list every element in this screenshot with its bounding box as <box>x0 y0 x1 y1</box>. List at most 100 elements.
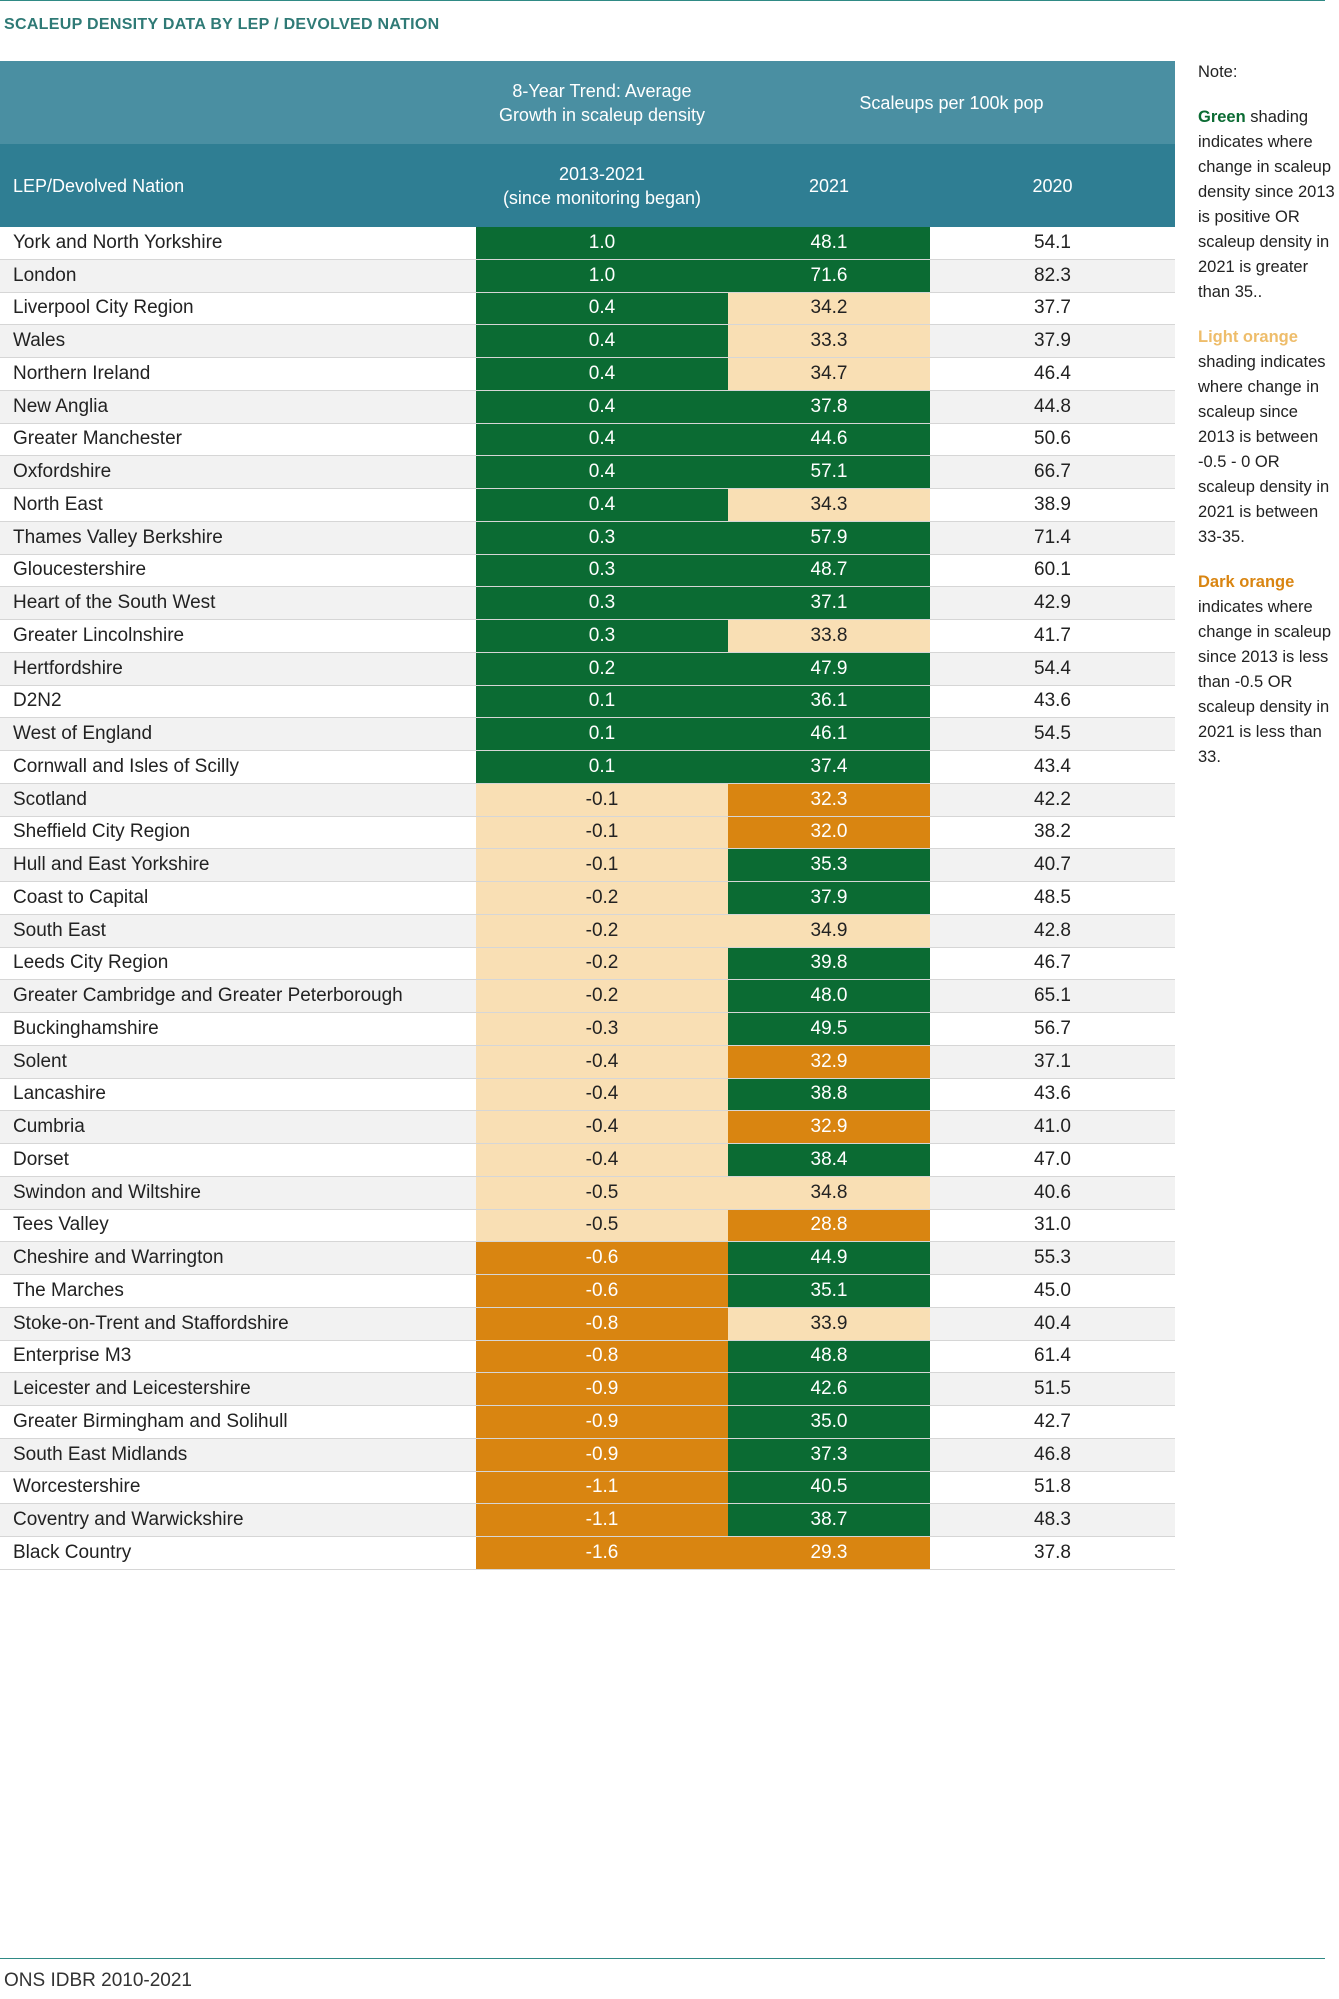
lep-name-cell: Sheffield City Region <box>13 821 191 843</box>
lep-name-cell: The Marches <box>13 1279 124 1301</box>
lep-name-cell: Enterprise M3 <box>13 1345 132 1367</box>
table-row: South East -0.2 34.9 42.8 <box>0 914 1175 948</box>
table-row: Wales 0.4 33.3 37.9 <box>0 325 1175 358</box>
scaleups-2021-cell: 48.1 <box>728 227 930 259</box>
scaleups-2020-cell: 43.6 <box>1034 690 1071 712</box>
scaleups-2020-cell: 46.4 <box>1034 362 1071 384</box>
trend-cell: -0.6 <box>476 1275 728 1307</box>
table-row: Cheshire and Warrington -0.6 44.9 55.3 <box>0 1242 1175 1275</box>
scaleups-2021-cell: 33.9 <box>728 1307 930 1340</box>
note-dark-orange: Dark orange indicates where change in sc… <box>1198 570 1338 770</box>
scaleups-2021-cell: 40.5 <box>728 1471 930 1504</box>
trend-cell: -0.2 <box>476 882 728 914</box>
trend-cell: -0.2 <box>476 947 728 980</box>
table-row: Sheffield City Region -0.1 32.0 38.2 <box>0 816 1175 850</box>
trend-cell: -1.6 <box>476 1537 728 1569</box>
trend-cell: -0.1 <box>476 816 728 849</box>
lep-name-cell: D2N2 <box>13 690 62 712</box>
scaleups-2021-cell: 32.0 <box>728 816 930 849</box>
table-row: Oxfordshire 0.4 57.1 66.7 <box>0 456 1175 489</box>
scaleups-2020-cell: 51.8 <box>1034 1476 1071 1498</box>
header-trend-group: 8-Year Trend: Average Growth in scaleup … <box>498 80 706 125</box>
header-col-2021: 2021 <box>808 175 850 196</box>
scaleups-2020-cell: 42.7 <box>1034 1410 1071 1432</box>
table-row: Greater Cambridge and Greater Peterborou… <box>0 980 1175 1013</box>
scaleups-2021-cell: 47.9 <box>728 652 930 685</box>
scaleups-2021-cell: 34.2 <box>728 292 930 325</box>
scaleups-2021-cell: 34.7 <box>728 358 930 390</box>
table-row: North East 0.4 34.3 38.9 <box>0 489 1175 522</box>
scaleups-2021-cell: 37.4 <box>728 751 930 783</box>
lep-name-cell: Solent <box>13 1050 67 1072</box>
table-row: D2N2 0.1 36.1 43.6 <box>0 685 1175 719</box>
trend-cell: 0.4 <box>476 456 728 488</box>
trend-cell: -0.9 <box>476 1438 728 1471</box>
lep-name-cell: Liverpool City Region <box>13 297 194 319</box>
note-heading: Note: <box>1198 63 1238 81</box>
trend-cell: -0.6 <box>476 1242 728 1274</box>
note-green-text: shading indicates where change in scaleu… <box>1198 108 1335 301</box>
note-light-text: shading indicates where change in scaleu… <box>1198 353 1330 546</box>
scaleups-2020-cell: 60.1 <box>1034 559 1071 581</box>
trend-cell: 0.2 <box>476 652 728 685</box>
table-row: Solent -0.4 32.9 37.1 <box>0 1045 1175 1079</box>
lep-name-cell: York and North Yorkshire <box>13 231 223 253</box>
lep-name-cell: South East Midlands <box>13 1443 188 1465</box>
table-row: Gloucestershire 0.3 48.7 60.1 <box>0 554 1175 588</box>
scaleups-2020-cell: 54.4 <box>1034 657 1071 679</box>
scaleups-2020-cell: 42.2 <box>1034 788 1071 810</box>
lep-name-cell: Tees Valley <box>13 1214 109 1236</box>
scaleups-2021-cell: 35.0 <box>728 1406 930 1438</box>
lep-name-cell: Heart of the South West <box>13 592 216 614</box>
note-dark-text: indicates where change in scaleup since … <box>1198 598 1332 766</box>
table-row: Black Country -1.6 29.3 37.8 <box>0 1537 1175 1570</box>
trend-cell: 0.4 <box>476 423 728 456</box>
scaleups-2021-cell: 71.6 <box>728 259 930 292</box>
trend-cell: -0.4 <box>476 1144 728 1176</box>
lep-name-cell: Stoke-on-Trent and Staffordshire <box>13 1312 289 1334</box>
trend-cell: 0.4 <box>476 325 728 357</box>
trend-cell: -0.2 <box>476 914 728 947</box>
scaleups-2021-cell: 34.8 <box>728 1176 930 1209</box>
table-row: Cumbria -0.4 32.9 41.0 <box>0 1111 1175 1144</box>
lep-name-cell: Coventry and Warwickshire <box>13 1509 244 1531</box>
note-panel: Note: Green shading indicates where chan… <box>1198 60 1338 790</box>
trend-cell: -0.4 <box>476 1045 728 1078</box>
lep-name-cell: Coast to Capital <box>13 886 149 908</box>
table-row: Lancashire -0.4 38.8 43.6 <box>0 1078 1175 1112</box>
trend-cell: 0.4 <box>476 358 728 390</box>
lep-name-cell: Cumbria <box>13 1116 85 1138</box>
lep-name-cell: Swindon and Wiltshire <box>13 1181 201 1203</box>
lep-name-cell: North East <box>13 493 103 515</box>
table-row: South East Midlands -0.9 37.3 46.8 <box>0 1438 1175 1472</box>
scaleups-2021-cell: 36.1 <box>728 685 930 718</box>
scaleups-2020-cell: 54.1 <box>1034 231 1071 253</box>
trend-cell: -0.4 <box>476 1078 728 1111</box>
table-header-row: LEP/Devolved Nation 2013-2021 (since mon… <box>0 144 1175 227</box>
scaleups-2020-cell: 38.2 <box>1034 821 1071 843</box>
lep-name-cell: Buckinghamshire <box>13 1017 159 1039</box>
trend-cell: 0.4 <box>476 390 728 423</box>
scaleups-2021-cell: 57.9 <box>728 521 930 554</box>
scaleups-2020-cell: 41.0 <box>1034 1116 1071 1138</box>
scaleups-2021-cell: 38.8 <box>728 1078 930 1111</box>
lep-name-cell: Leicester and Leicestershire <box>13 1378 251 1400</box>
trend-cell: -0.8 <box>476 1307 728 1340</box>
scaleups-2020-cell: 46.8 <box>1034 1443 1071 1465</box>
lep-name-cell: Black Country <box>13 1541 132 1563</box>
scaleups-2021-cell: 48.7 <box>728 554 930 587</box>
lep-name-cell: Greater Lincolnshire <box>13 624 185 646</box>
scaleups-2021-cell: 37.9 <box>728 882 930 914</box>
trend-cell: -0.9 <box>476 1373 728 1405</box>
scaleups-2021-cell: 29.3 <box>728 1537 930 1569</box>
scaleups-2020-cell: 43.4 <box>1034 755 1071 777</box>
table-row: Stoke-on-Trent and Staffordshire -0.8 33.9… <box>0 1307 1175 1341</box>
scaleups-2021-cell: 34.9 <box>728 914 930 947</box>
scaleups-2020-cell: 40.4 <box>1034 1312 1071 1334</box>
lep-name-cell: Wales <box>13 330 66 352</box>
table-row: Tees Valley -0.5 28.8 31.0 <box>0 1209 1175 1243</box>
page-title: SCALEUP DENSITY DATA BY LEP / DEVOLVED N… <box>4 16 440 33</box>
lep-name-cell: Dorset <box>13 1148 69 1170</box>
table-row: Leeds City Region -0.2 39.8 46.7 <box>0 947 1175 981</box>
lep-name-cell: London <box>13 264 77 286</box>
